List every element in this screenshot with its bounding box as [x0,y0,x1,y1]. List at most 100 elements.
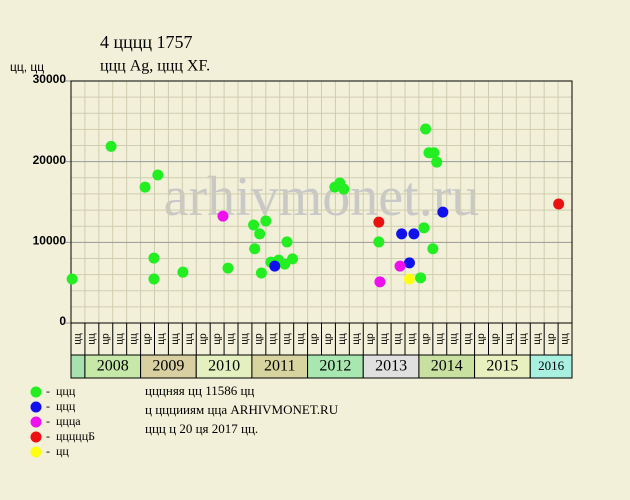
column-label: цц [170,333,181,345]
point [260,215,272,227]
point [415,272,427,284]
year-band [70,354,86,379]
column-label: цц [156,333,167,345]
legend-label: ццца [56,414,81,428]
y-axis-label: цц, цц [10,60,44,74]
year-label: 2012 [319,358,351,375]
point [281,236,293,248]
point [254,228,266,240]
chart-title: 4 цццц 1757 [100,32,193,52]
point [222,262,234,274]
column-label: цр [142,333,153,345]
column-label: цр [323,333,334,345]
column-label: цц [379,333,390,345]
point [148,252,160,264]
point [427,243,439,255]
column-label: цр [254,333,265,345]
point [437,206,449,218]
year-label: 2010 [208,358,240,375]
column-label: цр [546,333,557,345]
point [396,228,408,240]
column-label: цц [184,333,195,345]
column-label: цц [87,333,98,345]
year-label: 2015 [486,358,518,375]
point [420,123,432,135]
point [249,243,261,255]
column-label: цр [212,333,223,345]
column-label: цц [532,333,543,345]
column-label: цр [309,333,320,345]
year-label: 2013 [375,358,407,375]
column-label: цц [226,333,237,345]
legend-marker [30,416,42,428]
year-label: 2008 [97,358,129,375]
year-label: 2014 [431,358,463,375]
point [418,222,430,234]
column-label: цц [448,333,459,345]
point [373,236,385,248]
year-label: 2011 [264,358,295,375]
column-label: цц [351,333,362,345]
legend-marker [30,386,42,398]
legend-label: цц [56,444,69,458]
legend-dash: - [46,384,50,398]
column-label: цц [504,333,515,345]
point [148,273,160,285]
column-label: цр [421,333,432,345]
point [269,260,281,272]
note: ццц ц 20 ця 2017 цц. [145,421,258,436]
column-label: цц [128,333,139,345]
legend-marker [30,431,42,443]
y-tick-label: 20000 [33,153,67,167]
point [403,257,415,269]
column-label: цр [100,333,111,345]
bottom-frame [70,322,573,379]
column-label: цц [337,333,348,345]
point [338,183,350,195]
point [403,273,415,285]
y-tick-label: 10000 [33,234,67,248]
column-label: цц [560,333,571,345]
legend-label: ццц [56,399,76,413]
point [177,266,189,278]
note: ц цццииям цца ARHIVMONET.RU [145,402,339,417]
column-label: цц [281,333,292,345]
column-label: цц [114,333,125,345]
column-label: цр [198,333,209,345]
point [287,253,299,265]
column-label: цц [434,333,445,345]
point [279,258,291,270]
legend-marker [30,401,42,413]
column-label: цц [518,333,529,345]
point [139,181,151,193]
point [255,267,267,279]
column-label: цц [73,333,84,345]
column-label: цц [295,333,306,345]
y-tick-label: 0 [59,314,66,328]
point [217,210,229,222]
legend-label: ццц [56,384,76,398]
note: цццняя цц 11586 цц [145,383,254,398]
point [152,169,164,181]
point [105,140,117,152]
year-label: 2009 [152,358,184,375]
point [428,147,440,159]
point [408,228,420,240]
legend-dash: - [46,429,50,443]
point [66,273,78,285]
point [431,156,443,168]
year-label: 2016 [538,358,565,373]
column-label: цц [240,333,251,345]
column-label: цр [476,333,487,345]
legend-marker [30,446,42,458]
column-label: цц [407,333,418,345]
y-tick-label: 30000 [33,72,67,86]
point [374,276,386,288]
column-label: цр [490,333,501,345]
column-label: цц [462,333,473,345]
column-label: цц [267,333,278,345]
legend-dash: - [46,414,50,428]
point [553,198,565,210]
